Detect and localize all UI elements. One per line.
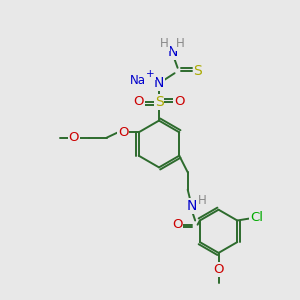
Text: S: S: [194, 64, 202, 78]
Text: N: N: [168, 45, 178, 59]
Text: O: O: [68, 131, 79, 144]
Text: +: +: [146, 69, 155, 80]
Text: O: O: [174, 95, 184, 109]
Text: O: O: [172, 218, 182, 231]
Text: O: O: [213, 263, 224, 276]
Text: H: H: [160, 37, 169, 50]
Text: O: O: [118, 126, 128, 139]
Text: H: H: [198, 194, 207, 207]
Text: O: O: [133, 95, 144, 109]
Text: H: H: [176, 37, 185, 50]
Text: N: N: [187, 199, 197, 213]
Text: Na: Na: [130, 74, 146, 87]
Text: Cl: Cl: [250, 211, 263, 224]
Text: N: N: [154, 76, 164, 90]
Text: S: S: [154, 95, 164, 109]
